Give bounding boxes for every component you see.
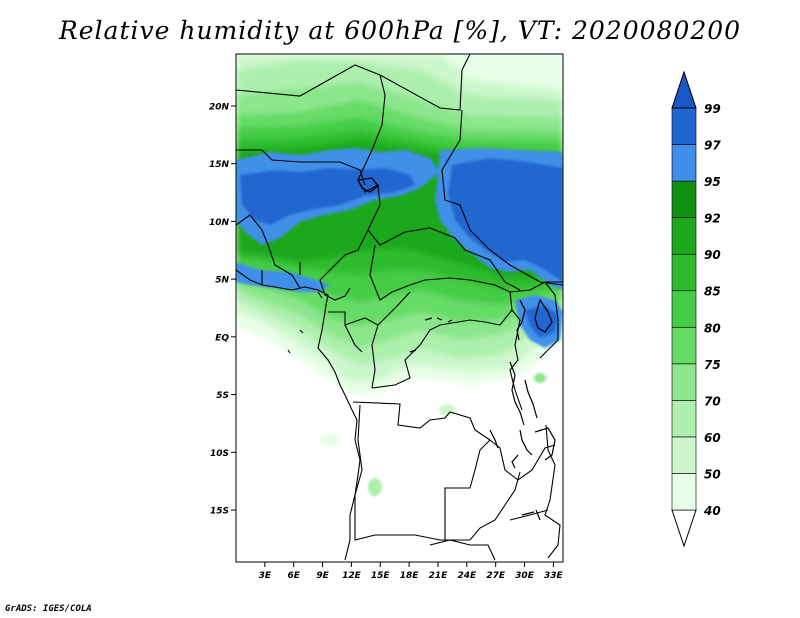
longitude-axis: 3E 6E 9E 12E 15E 18E 21E 24E 27E 30E 33E (259, 562, 564, 581)
field-patch-south-2 (368, 478, 382, 496)
colorbar-label: 92 (704, 212, 721, 226)
lon-tick-label: 3E (259, 571, 272, 581)
colorbar-label: 97 (704, 139, 721, 153)
lat-tick-label: 10S (210, 449, 229, 459)
lon-tick-label: 24E (457, 571, 477, 581)
colorbar-label: 60 (704, 431, 721, 445)
colorbar-segment (671, 290, 697, 328)
colorbar-segment (671, 253, 697, 292)
lon-tick-label: 15E (371, 571, 391, 581)
colorbar-legend: 40 50 60 70 75 80 85 90 92 95 97 99 (671, 70, 721, 548)
lon-tick-label: 6E (287, 571, 300, 581)
lat-tick-label: EQ (215, 333, 229, 343)
coastline (236, 269, 361, 561)
lat-tick-label: 20N (209, 102, 230, 112)
lat-tick-label: 15N (209, 160, 230, 170)
lon-tick-label: 21E (429, 571, 449, 581)
colorbar-segment (671, 107, 697, 145)
colorbar-segment (671, 400, 697, 438)
colorbar-segment (671, 180, 697, 218)
colorbar-label: 80 (704, 321, 721, 335)
colorbar-segment (671, 326, 697, 365)
colorbar-segment (671, 217, 697, 255)
field-patch-south-1 (439, 404, 455, 416)
lon-tick-label: 30E (515, 571, 535, 581)
lon-tick-label: 18E (400, 571, 420, 581)
lon-tick-label: 9E (316, 571, 329, 581)
lat-tick-label: 10N (209, 218, 230, 228)
colorbar-segment (671, 363, 697, 401)
field-band-97-lakes (525, 305, 558, 338)
colorbar-under-arrow (671, 509, 697, 548)
field-patch-east (534, 373, 546, 383)
map-frame (235, 53, 564, 563)
colorbar-label: 90 (704, 248, 721, 262)
colorbar-segment (671, 436, 697, 474)
grads-credit: GrADS: IGES/COLA (5, 604, 92, 614)
colorbar-label: 75 (704, 358, 721, 372)
colorbar-label: 50 (704, 467, 721, 481)
lon-tick-label: 33E (544, 571, 564, 581)
colorbar-segment (671, 144, 697, 182)
field-band-97-west (240, 168, 415, 225)
lat-tick-label: 5N (215, 276, 229, 286)
humidity-field (236, 54, 563, 562)
lat-tick-label: 5S (216, 391, 229, 401)
lakes (357, 177, 556, 521)
lon-tick-label: 27E (486, 571, 506, 581)
colorbar-label: 40 (703, 504, 721, 518)
colorbar-over-arrow (671, 70, 697, 109)
lat-tick-label: 15S (210, 507, 229, 517)
field-band-97-east (448, 158, 563, 282)
colorbar-label: 95 (704, 175, 721, 189)
colorbar-label: 70 (704, 394, 721, 408)
latitude-axis: 20N 15N 10N 5N EQ 5S 10S 15S (209, 102, 236, 517)
colorbar-label: 99 (704, 102, 721, 116)
colorbar-segment (671, 473, 697, 511)
colorbar-label: 85 (704, 285, 721, 299)
field-patch-south-3 (320, 434, 340, 446)
chart-title: Relative humidity at 600hPa [%], VT: 202… (58, 16, 742, 45)
lon-tick-label: 12E (342, 571, 362, 581)
